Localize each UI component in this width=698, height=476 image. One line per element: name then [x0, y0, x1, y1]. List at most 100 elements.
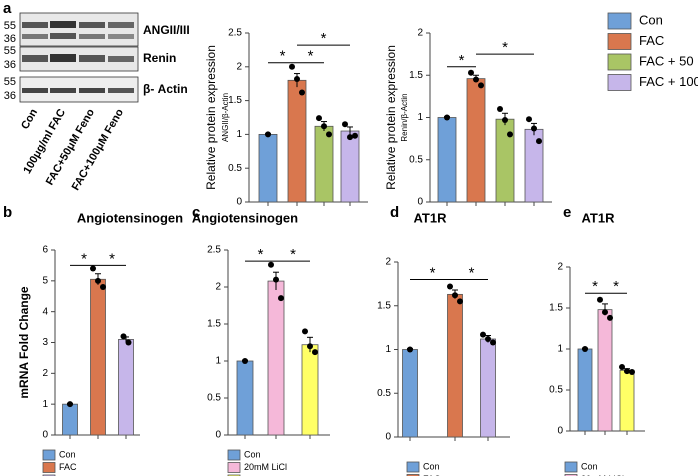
data-point: [352, 132, 358, 139]
data-point: [100, 284, 106, 290]
y-tick-label: 1.5: [549, 303, 563, 314]
y-axis-sublabel: ANGII/β-Actin: [221, 93, 230, 142]
bar: [340, 130, 360, 203]
legend-swatch: [406, 474, 420, 476]
y-tick-label: 0: [236, 197, 242, 208]
data-point: [326, 131, 332, 138]
legend-swatch: [42, 449, 56, 461]
significance-label: *: [592, 278, 598, 295]
y-tick-label: 2: [385, 257, 391, 268]
y-tick-label: 0.5: [377, 388, 391, 399]
legend-label: FAC + 100 μM Feno: [59, 474, 140, 476]
legend-label: Con: [639, 12, 663, 27]
data-point: [316, 115, 322, 122]
data-point: [120, 333, 127, 340]
legend-label: FAC + 50 μM Feno: [639, 53, 698, 68]
bar: [619, 369, 635, 432]
data-point: [278, 295, 284, 302]
mw-marker: 55: [4, 76, 16, 88]
data-point: [607, 314, 613, 321]
y-tick-label: 3: [42, 337, 48, 348]
data-point: [265, 131, 271, 138]
chart-title: Angiotensinogen: [192, 210, 298, 225]
significance-label: *: [109, 250, 115, 267]
chart-title: AT1R: [582, 210, 616, 225]
data-point: [507, 131, 513, 138]
data-point: [526, 116, 532, 123]
data-point: [602, 309, 608, 316]
significance-label: *: [308, 48, 314, 65]
data-point: [444, 114, 450, 121]
data-point: [502, 117, 508, 124]
data-point: [294, 75, 300, 82]
bar: [314, 125, 334, 203]
chart-title: Angiotensinogen: [77, 210, 183, 225]
y-tick-label: 1: [417, 112, 423, 123]
data-point: [629, 368, 635, 375]
legend-label: Con: [244, 449, 261, 459]
chart: Relative protein expression Renin/β-Actin…: [384, 12, 698, 207]
legend-swatch: [607, 74, 632, 91]
bar: [62, 403, 78, 436]
legend-swatch: [564, 474, 578, 476]
band-label: Renin: [143, 51, 176, 65]
y-tick-label: 1: [42, 399, 48, 410]
chart: Angiotensinogen b mRNA Fold Change 0 1 2 3 4 5 6 *…: [3, 204, 183, 476]
y-tick-label: 0: [385, 432, 391, 443]
data-point: [342, 121, 348, 128]
y-tick-label: 0.5: [549, 385, 563, 396]
y-tick-label: 2.5: [228, 28, 242, 39]
data-point: [321, 123, 327, 130]
data-point: [597, 296, 603, 303]
data-point: [536, 138, 542, 145]
data-point: [242, 358, 248, 364]
y-tick-label: 2: [42, 368, 48, 379]
chart: Relative protein expression ANGII/β-Actin…: [204, 28, 368, 208]
data-point: [452, 292, 458, 299]
bar: [402, 349, 418, 438]
significance-label: *: [258, 246, 264, 263]
y-axis-sublabel: Renin/β-Actin: [400, 93, 409, 141]
data-point: [125, 339, 132, 346]
significance-label: *: [290, 246, 296, 263]
y-tick-label: 0.5: [207, 393, 221, 404]
lane-label: Con: [19, 107, 40, 132]
mw-marker: 36: [4, 33, 16, 45]
bar: [90, 278, 106, 436]
y-tick-label: 1.5: [409, 70, 423, 81]
y-tick-label: 6: [42, 245, 48, 256]
bar: [287, 79, 307, 203]
significance-label: *: [502, 39, 508, 56]
y-tick-label: 1.5: [377, 300, 391, 311]
bar: [577, 348, 593, 432]
bar: [236, 360, 254, 436]
data-point: [302, 328, 308, 335]
panel-label: b: [3, 204, 12, 221]
data-point: [473, 76, 479, 83]
y-tick-label: 0: [215, 430, 221, 441]
legend-label: Con: [423, 461, 440, 471]
y-tick-label: 2: [215, 282, 221, 293]
y-axis-label: Relative protein expression: [204, 45, 218, 190]
legend-label: FAC: [59, 462, 77, 472]
mw-marker: 36: [4, 90, 16, 102]
y-axis-label: mRNA Fold Change: [17, 286, 31, 399]
data-point: [468, 69, 474, 76]
legend-label: Con: [59, 449, 76, 459]
data-point: [619, 364, 625, 371]
panel-label: d: [390, 204, 399, 221]
legend-label: 20mM LiCl: [581, 474, 624, 476]
data-point: [497, 106, 503, 113]
y-tick-label: 1.5: [228, 95, 242, 106]
bar: [267, 280, 285, 436]
panel-label: e: [563, 204, 571, 221]
bar: [466, 78, 486, 203]
significance-label: *: [613, 278, 619, 295]
data-point: [485, 336, 491, 342]
legend-swatch: [564, 461, 578, 473]
legend-swatch: [42, 462, 56, 473]
data-point: [480, 331, 486, 338]
